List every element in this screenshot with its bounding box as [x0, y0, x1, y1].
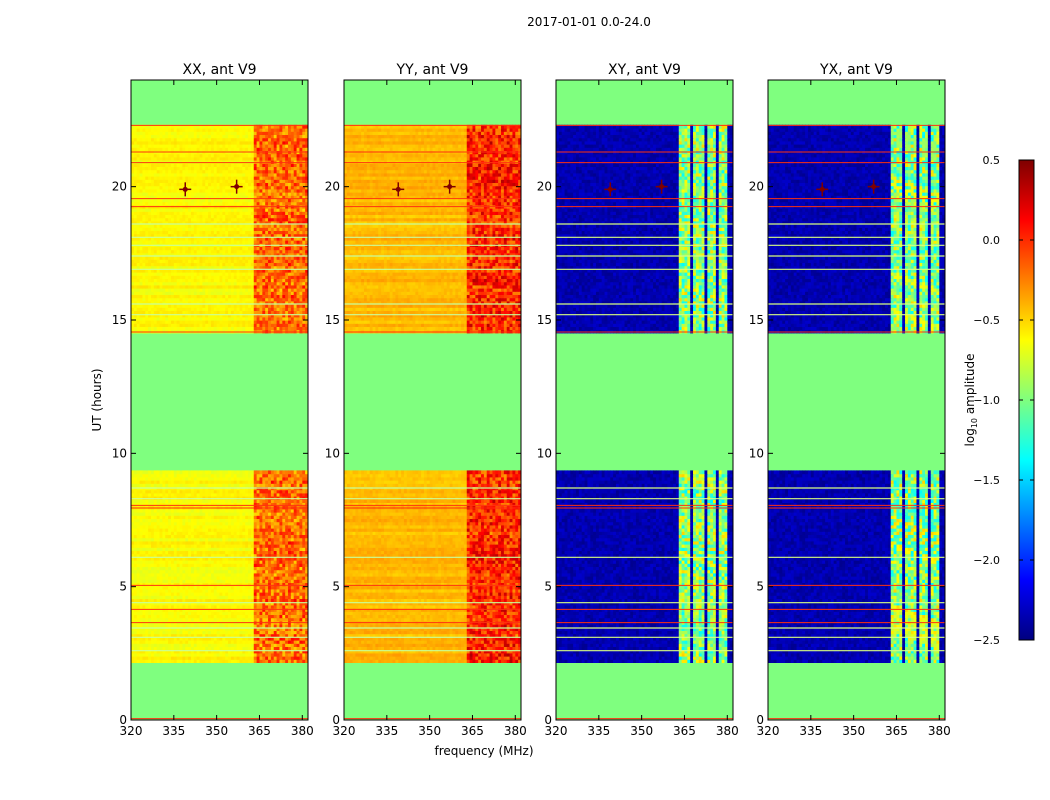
colorbar-tick-label: −1.5: [973, 474, 1000, 487]
x-tick-label: 380: [928, 724, 951, 738]
figure-suptitle: 2017-01-01 0.0-24.0: [527, 15, 651, 29]
x-tick-label: 365: [461, 724, 484, 738]
y-tick-label: 0: [756, 713, 764, 727]
y-tick-label: 5: [332, 580, 340, 594]
panel-title: YX, ant V9: [819, 62, 893, 78]
rfi-marker: [179, 182, 192, 197]
rfi-marker: [604, 182, 617, 197]
x-tick-label: 335: [587, 724, 610, 738]
y-tick-label: 10: [112, 446, 127, 460]
panel-title: XX, ant V9: [183, 62, 257, 78]
rfi-marker: [816, 182, 829, 197]
colorbar-tick-label: −2.5: [973, 634, 1000, 647]
y-tick-label: 20: [749, 180, 764, 194]
panel-frame: [555, 79, 734, 721]
colorbar-tick-label: 0.5: [983, 154, 1001, 167]
y-tick-label: 0: [119, 713, 127, 727]
x-tick-label: 350: [842, 724, 865, 738]
y-tick-label: 15: [325, 313, 340, 327]
x-tick-label: 380: [504, 724, 527, 738]
y-tick-label: 0: [332, 713, 340, 727]
panel-frame: [130, 79, 309, 721]
x-tick-label: 320: [757, 724, 780, 738]
y-tick-label: 15: [112, 313, 127, 327]
rfi-marker: [655, 179, 668, 194]
x-tick-label: 365: [673, 724, 696, 738]
panel-frame: [767, 79, 946, 721]
y-tick-label: 20: [537, 180, 552, 194]
heatmap-panel-1: [344, 80, 521, 720]
y-tick-label: 10: [325, 446, 340, 460]
heatmap-panel-3: [768, 80, 945, 720]
x-tick-label: 350: [418, 724, 441, 738]
y-tick-label: 5: [756, 580, 764, 594]
rfi-marker: [443, 179, 456, 194]
y-axis-label: UT (hours): [90, 368, 104, 431]
x-axis-label: frequency (MHz): [434, 744, 533, 758]
y-tick-label: 20: [112, 180, 127, 194]
panel-title: XY, ant V9: [608, 62, 681, 78]
rfi-marker: [392, 182, 405, 197]
x-tick-label: 320: [333, 724, 356, 738]
colorbar: −2.5 −2.0 −1.5 −1.0 −0.5 0.0 0.5 log10 amplitud…: [963, 154, 1035, 647]
x-tick-label: 380: [291, 724, 314, 738]
colorbar-tick-label: 0.0: [983, 234, 1001, 247]
panel-1: YY, ant V9 320 335 350 365 380 0 5 10 15 20: [325, 62, 527, 738]
y-tick-label: 5: [119, 580, 127, 594]
heatmap-panel-0: [131, 80, 308, 720]
y-tick-label: 15: [749, 313, 764, 327]
y-tick-label: 10: [749, 446, 764, 460]
panel-2: XY, ant V9 320 335 350 365 380 0 5 10 15 20: [537, 62, 739, 738]
y-tick-label: 10: [537, 446, 552, 460]
x-tick-label: 350: [205, 724, 228, 738]
rfi-marker: [867, 179, 880, 194]
x-tick-label: 365: [885, 724, 908, 738]
y-tick-label: 15: [537, 313, 552, 327]
colorbar-tick-label: −1.0: [973, 394, 1000, 407]
x-tick-label: 335: [375, 724, 398, 738]
x-tick-label: 350: [630, 724, 653, 738]
x-tick-label: 365: [248, 724, 271, 738]
heatmap-panel-2: [556, 80, 733, 720]
x-tick-label: 335: [162, 724, 185, 738]
panel-title: YY, ant V9: [396, 62, 469, 78]
panel-frame: [343, 79, 522, 721]
colorbar-tick-label: −0.5: [973, 314, 1000, 327]
y-tick-label: 20: [325, 180, 340, 194]
x-tick-label: 320: [545, 724, 568, 738]
y-tick-label: 5: [544, 580, 552, 594]
x-tick-label: 335: [799, 724, 822, 738]
colorbar-label: log10 amplitude: [963, 354, 979, 447]
colorbar-tick-label: −2.0: [973, 554, 1000, 567]
x-tick-label: 320: [120, 724, 143, 738]
panel-3: YX, ant V9 320 335 350 365 380 0 5 10 15 20: [749, 62, 951, 738]
panel-0: XX, ant V9 320 335 350 365 380 0 5 10 15 20: [112, 62, 314, 738]
x-tick-label: 380: [716, 724, 739, 738]
rfi-marker: [230, 179, 243, 194]
y-tick-label: 0: [544, 713, 552, 727]
